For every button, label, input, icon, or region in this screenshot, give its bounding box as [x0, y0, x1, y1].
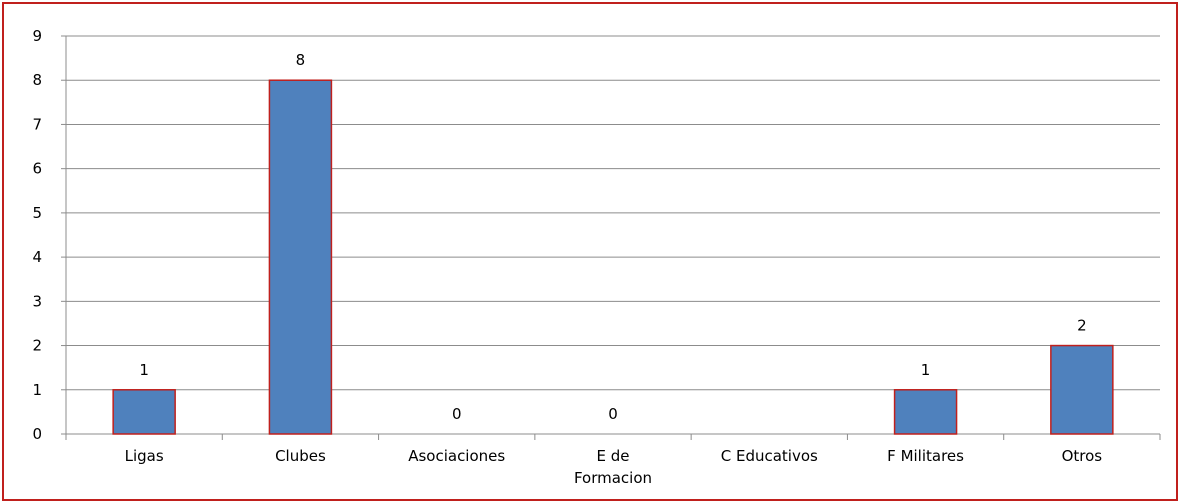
y-tick-label: 0 [32, 425, 42, 443]
y-tick-label: 4 [32, 248, 42, 266]
bar [269, 80, 331, 434]
data-label: 8 [296, 51, 306, 69]
y-tick-label: 2 [32, 337, 42, 355]
x-tick-label: Ligas [125, 447, 164, 465]
y-tick-label: 8 [32, 71, 42, 89]
bar-chart: 0 1 2 3 4 5 6 7 8 9 Ligas Clubes Asociaciones E de For… [4, 4, 1176, 499]
x-tick-label: Asociaciones [408, 447, 505, 465]
x-tick-label: Otros [1062, 447, 1103, 465]
y-tick-label: 9 [32, 27, 42, 45]
bar [113, 390, 175, 434]
data-label: 0 [608, 405, 618, 423]
x-tick-label: F Militares [887, 447, 964, 465]
x-tick-label: Clubes [275, 447, 326, 465]
bar [895, 390, 957, 434]
x-tick-label: C Educativos [721, 447, 818, 465]
data-label: 0 [452, 405, 462, 423]
x-tick-label: E de Formacion [574, 447, 652, 487]
y-tick-label: 7 [32, 115, 42, 133]
data-label: 2 [1077, 317, 1087, 335]
data-label: 1 [921, 361, 931, 379]
y-tick-label: 1 [32, 381, 42, 399]
y-tick-label: 3 [32, 292, 42, 310]
bar [1051, 346, 1113, 434]
y-tick-label: 6 [32, 160, 42, 178]
y-tick-label: 5 [32, 204, 42, 222]
data-label: 1 [139, 361, 149, 379]
gridlines [66, 36, 1160, 390]
